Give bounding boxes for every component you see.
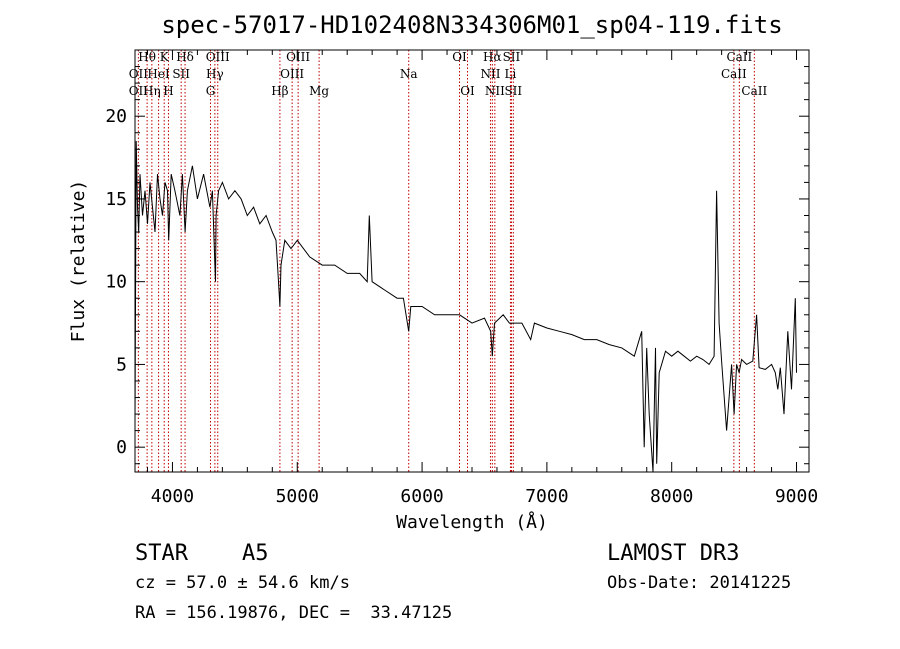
x-axis-ticks: 4000 5000 6000 7000 8000 9000 (146, 50, 818, 507)
y-tick-label: 0 (116, 437, 127, 458)
coordinates-readout: RA = 156.19876, DEC = 33.47125 (135, 603, 453, 623)
spectral-line-label: OIII (206, 50, 230, 64)
spectral-line-label: OIII (280, 67, 304, 81)
spectral-line-label: Hγ (206, 67, 224, 81)
spectral-line-label: SII (172, 67, 190, 81)
spectral-line-label: NII (485, 84, 505, 98)
spectral-line-label: Li (505, 67, 517, 81)
spectral-line-label: OI (460, 84, 475, 98)
spectral-line-label: SII (503, 50, 521, 64)
y-axis-ticks: 0 5 10 15 20 (105, 49, 809, 465)
spectral-line-label: K (160, 50, 170, 64)
spectral-line-label: CaII (726, 50, 752, 64)
x-tick-label: 5000 (276, 486, 319, 507)
spectral-line-label: H (163, 84, 173, 98)
redshift-readout: cz = 57.0 ± 54.6 km/s (135, 573, 350, 593)
y-tick-label: 20 (105, 106, 127, 127)
spectral-line-label: G (206, 84, 216, 98)
spectral-line-label: OII (129, 84, 149, 98)
spectral-line-label: Hα (483, 50, 502, 64)
spectrum-line (134, 140, 797, 473)
survey-name: LAMOST DR3 (607, 541, 740, 566)
chart-title: spec-57017-HD102408N334306M01_sp04-119.f… (161, 11, 782, 39)
object-subclass: A5 (242, 541, 269, 566)
spectral-line-label: Hθ (138, 50, 156, 64)
spectral-line-label: Na (400, 67, 418, 81)
spectral-line-label: OIII (286, 50, 310, 64)
x-axis-label: Wavelength (Å) (396, 511, 548, 533)
x-tick-label: 7000 (525, 486, 568, 507)
spectral-line-label: Hη (143, 84, 161, 98)
spectral-line-label: Hδ (176, 50, 194, 64)
spectral-line-label: Hβ (271, 84, 288, 98)
spectral-line-label: CaII (741, 84, 767, 98)
spectral-line-label: CaII (721, 67, 747, 81)
x-tick-label: 6000 (400, 486, 443, 507)
spectral-line-label: HeI (147, 67, 170, 81)
x-tick-label: 8000 (650, 486, 693, 507)
observation-date: Obs-Date: 20141225 (607, 573, 792, 593)
spectral-line-label: NII (480, 67, 500, 81)
y-tick-label: 10 (105, 272, 127, 293)
spectral-line-label: OI (452, 50, 467, 64)
spectral-line-markers (137, 50, 755, 472)
y-axis-label: Flux (relative) (68, 180, 89, 343)
x-tick-label: 4000 (151, 486, 194, 507)
object-class: STAR (135, 541, 188, 566)
y-tick-label: 5 (116, 354, 127, 375)
spectral-line-label: SII (504, 84, 522, 98)
y-tick-label: 15 (105, 189, 127, 210)
x-tick-label: 9000 (775, 486, 818, 507)
spectral-line-label: Mg (309, 84, 329, 98)
spectral-line-label: OII (129, 67, 149, 81)
plot-frame (134, 49, 810, 473)
